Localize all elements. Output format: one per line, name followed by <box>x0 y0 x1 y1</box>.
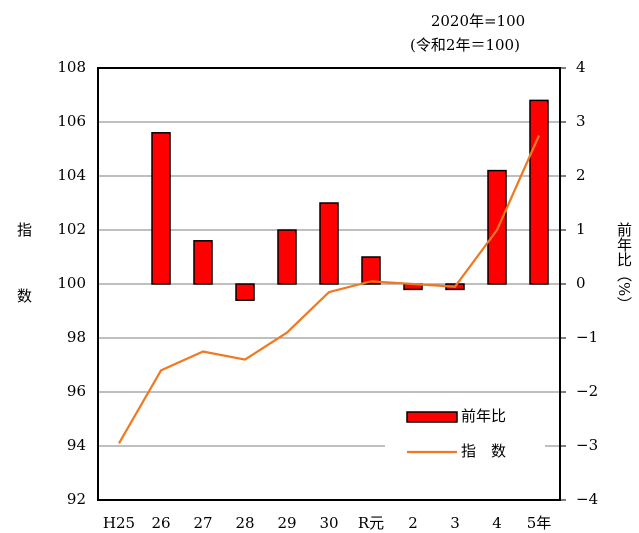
bar <box>235 283 255 301</box>
y2-tick-label: 4 <box>576 58 586 76</box>
x-tick-label: 2 <box>408 514 418 532</box>
x-tick-label: 3 <box>450 514 460 532</box>
y-tick-label: 104 <box>57 166 86 184</box>
y2-tick-label: 0 <box>576 274 586 292</box>
y-tick-label: 100 <box>57 274 86 292</box>
y2-tick-label: −3 <box>576 436 598 454</box>
bar <box>319 202 339 285</box>
y-tick-label: 98 <box>67 328 86 346</box>
bar <box>361 256 381 285</box>
y-tick-label: 106 <box>57 112 86 130</box>
legend-box <box>385 400 545 466</box>
line <box>118 135 541 444</box>
y-tick-label: 108 <box>57 58 86 76</box>
plot-frame <box>97 67 561 501</box>
legend-label: 指 数 <box>461 442 506 460</box>
bar <box>151 132 171 285</box>
bar <box>193 240 213 285</box>
y2-tick-label: −1 <box>576 328 598 346</box>
x-tick-label: H25 <box>103 514 135 532</box>
x-tick-label: 4 <box>492 514 502 532</box>
x-tick-label: 26 <box>151 514 170 532</box>
y2-tick-label: 1 <box>576 220 586 238</box>
x-tick-label: 29 <box>277 514 296 532</box>
y2-tick-label: −2 <box>576 382 598 400</box>
bar <box>529 99 549 285</box>
x-tick-label: 28 <box>235 514 254 532</box>
x-tick-label: 27 <box>193 514 212 532</box>
y2-tick-label: 3 <box>576 112 586 130</box>
y2-tick-label: 2 <box>576 166 586 184</box>
legend-label: 前年比 <box>461 407 506 425</box>
y-axis-label: 指 数 <box>15 222 33 321</box>
y2-tick-label: −4 <box>576 490 598 508</box>
y-tick-label: 96 <box>67 382 86 400</box>
y-tick-label: 94 <box>67 436 86 454</box>
y2-axis-label: 前年比（%） <box>615 222 633 312</box>
legend-swatch <box>406 411 458 423</box>
x-tick-label: 5年 <box>527 514 552 532</box>
y-tick-label: 102 <box>57 220 86 238</box>
x-tick-label: R元 <box>358 514 384 532</box>
subtitle: (令和2年＝100) <box>410 36 520 54</box>
subtitle: 2020年=100 <box>431 12 525 30</box>
y-tick-label: 92 <box>67 490 86 508</box>
bar <box>277 229 297 285</box>
x-tick-label: 30 <box>319 514 338 532</box>
